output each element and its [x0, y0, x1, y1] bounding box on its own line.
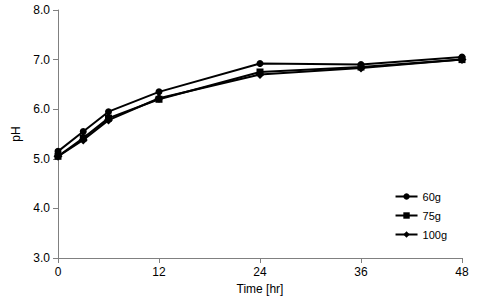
svg-text:pH: pH — [9, 126, 23, 141]
svg-text:12: 12 — [152, 265, 166, 279]
svg-text:5.0: 5.0 — [33, 152, 50, 166]
svg-text:100g: 100g — [423, 229, 447, 241]
svg-text:60g: 60g — [423, 191, 441, 203]
svg-text:75g: 75g — [423, 210, 441, 222]
svg-text:36: 36 — [354, 265, 368, 279]
svg-text:4.0: 4.0 — [33, 201, 50, 215]
svg-text:24: 24 — [253, 265, 267, 279]
svg-text:6.0: 6.0 — [33, 102, 50, 116]
svg-text:3.0: 3.0 — [33, 251, 50, 265]
svg-text:48: 48 — [455, 265, 469, 279]
svg-text:7.0: 7.0 — [33, 53, 50, 67]
svg-text:0: 0 — [55, 265, 62, 279]
svg-text:8.0: 8.0 — [33, 3, 50, 17]
svg-text:Time [hr]: Time [hr] — [237, 282, 284, 296]
